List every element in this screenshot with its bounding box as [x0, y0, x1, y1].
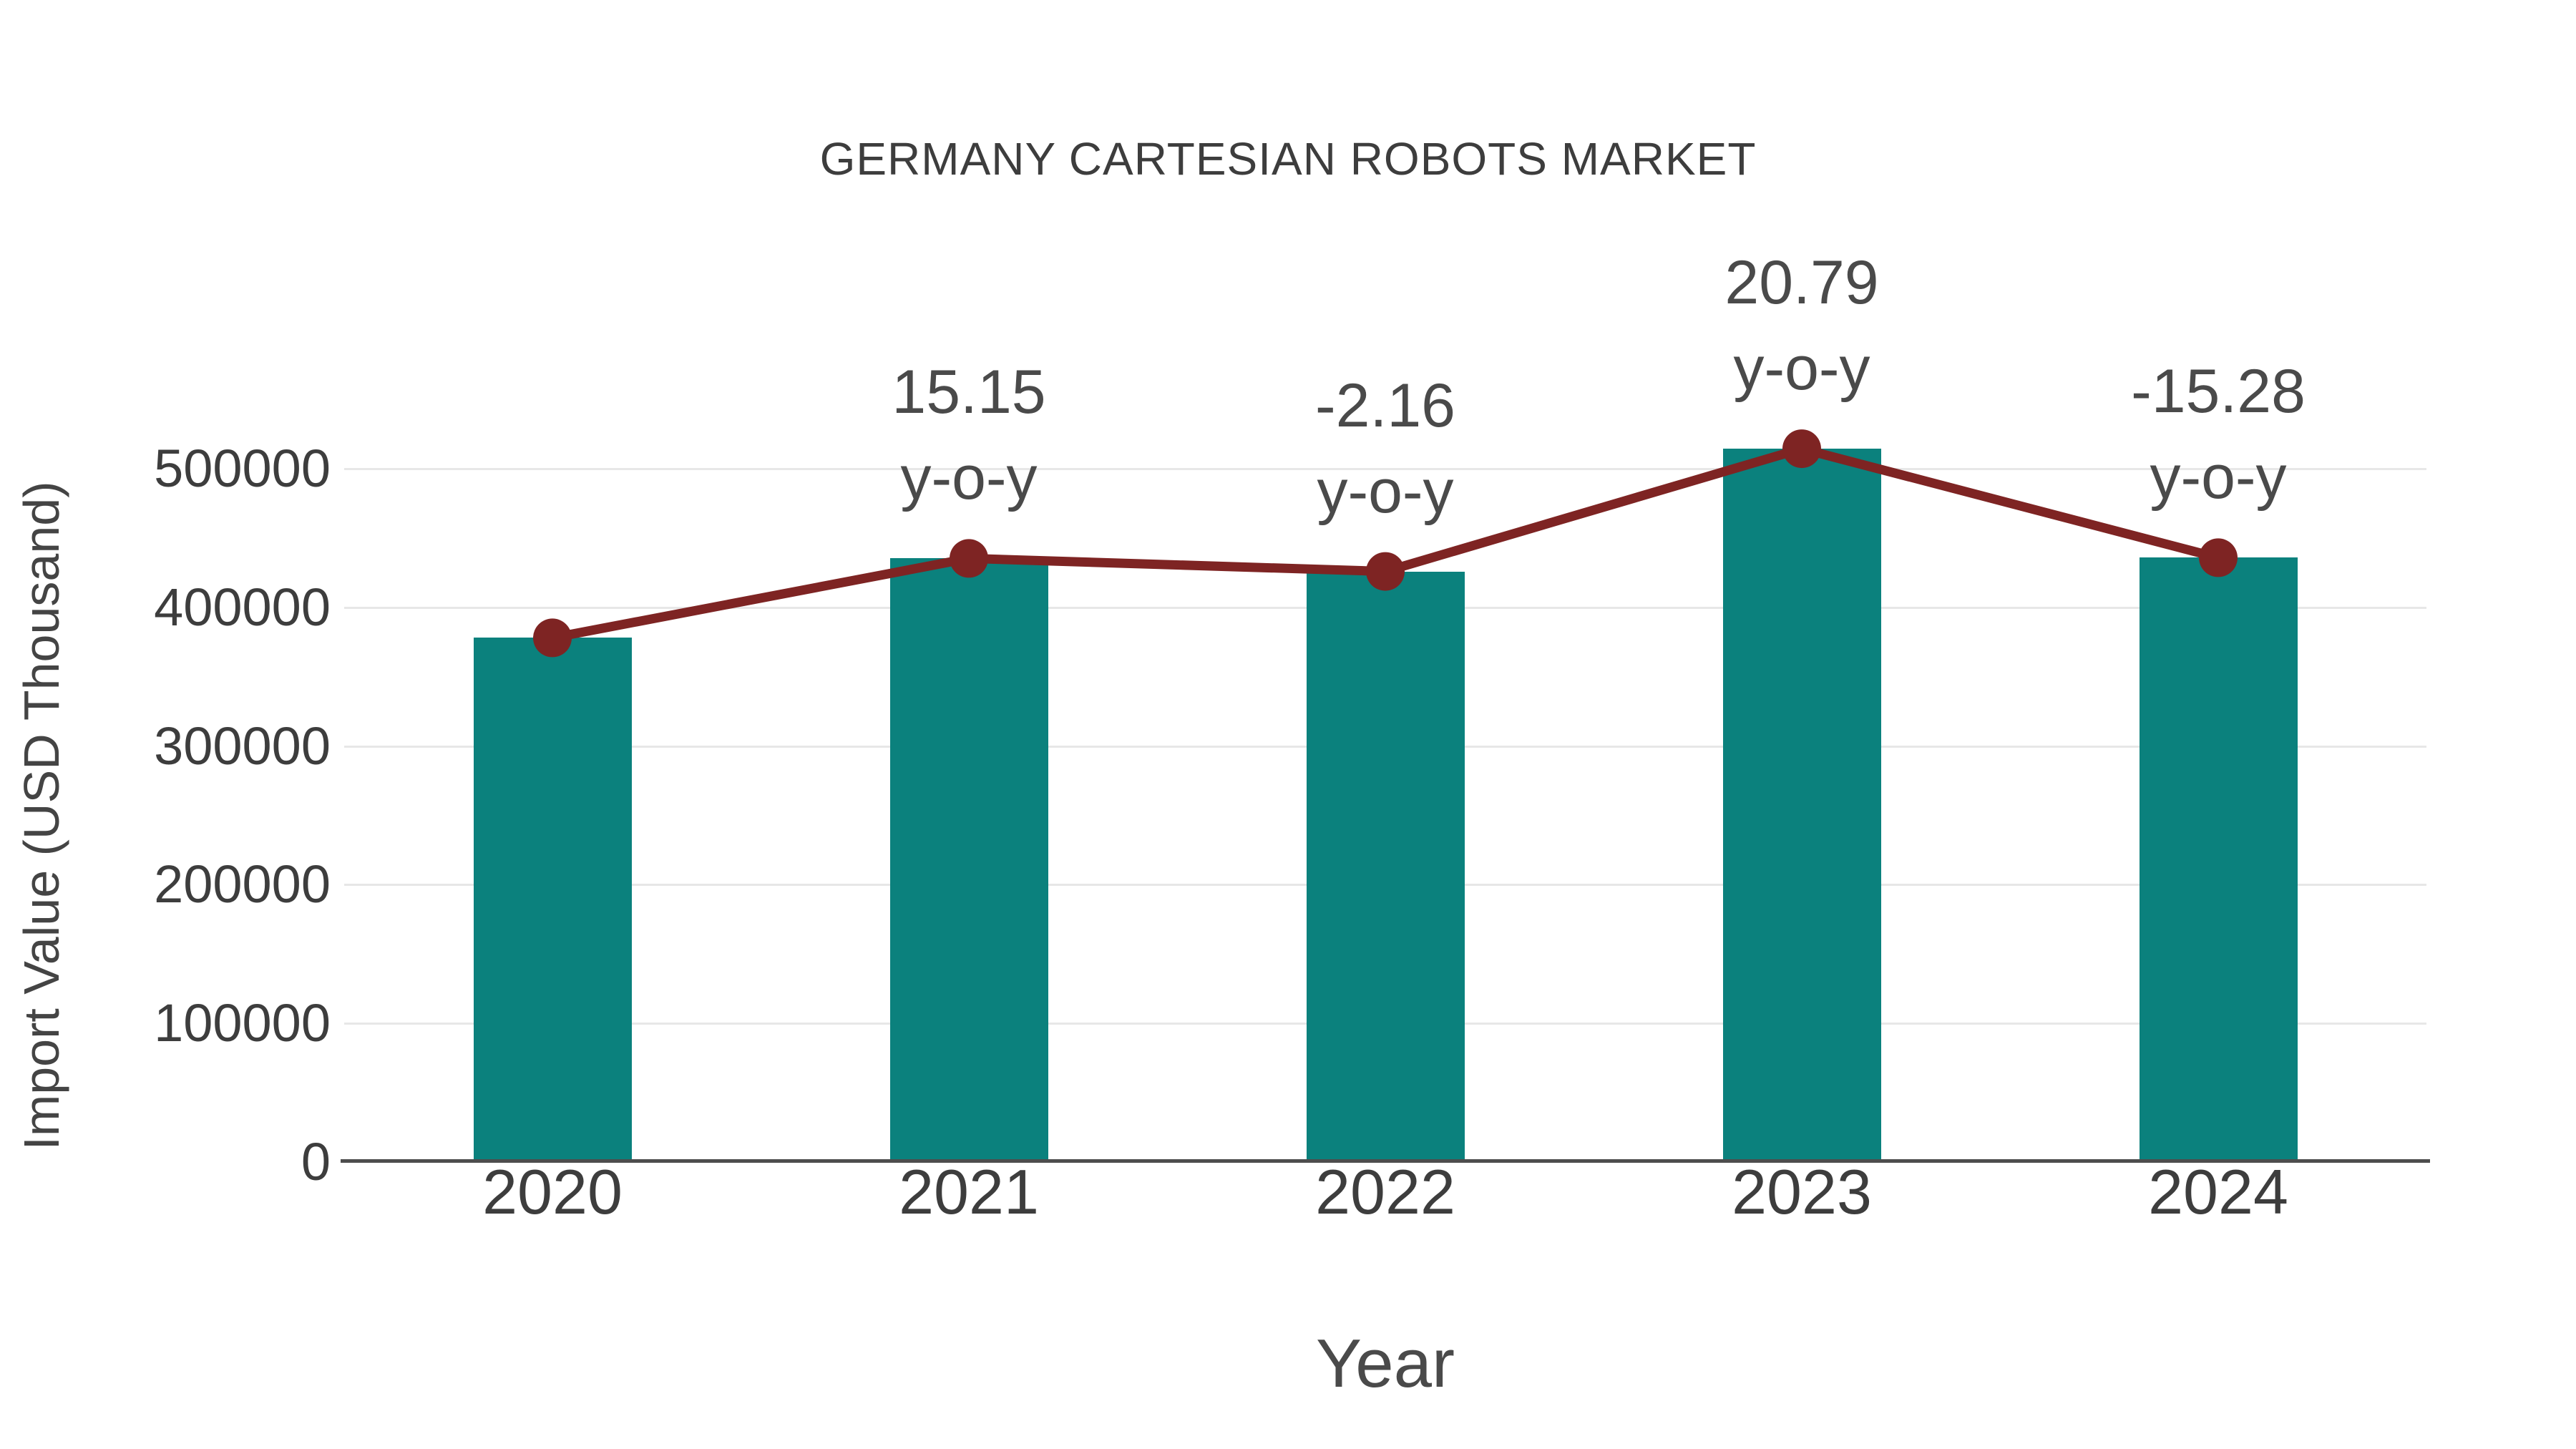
y-tick-label-0: 0 [301, 1132, 331, 1191]
annotation-value: 15.15 [892, 358, 1046, 427]
bar-2022[interactable] [1306, 571, 1465, 1162]
annotation-2022: -2.16 y-o-y [1315, 363, 1455, 535]
y-tick-label-200000: 200000 [154, 854, 331, 914]
line-marker-2022[interactable] [1366, 552, 1405, 591]
x-tick-label-2020: 2020 [482, 1156, 623, 1227]
line-marker-2020[interactable] [533, 618, 572, 658]
x-tick-label-2021: 2021 [899, 1156, 1039, 1227]
line-marker-2023[interactable] [1782, 429, 1821, 469]
y-tick-label-500000: 500000 [154, 439, 331, 498]
x-tick-label-2023: 2023 [1732, 1156, 1872, 1227]
bar-2021[interactable] [889, 558, 1048, 1162]
y-tick-label-300000: 300000 [154, 716, 331, 776]
line-series [533, 429, 2238, 658]
annotation-suffix: y-o-y [1317, 457, 1454, 526]
annotation-suffix: y-o-y [2150, 443, 2287, 512]
annotation-value: 20.79 [1724, 248, 1879, 318]
plot-area: 15.15 y-o-y -2.16 y-o-y 20.79 y-o-y -15.28 y-o-… [344, 248, 2426, 1162]
chart-title: GERMANY CARTESIAN ROBOTS MARKET [819, 133, 1757, 185]
x-tick-label-2024: 2024 [2148, 1156, 2288, 1227]
bar-2023[interactable] [1722, 449, 1881, 1162]
annotation-2021: 15.15 y-o-y [892, 349, 1045, 521]
line-marker-2021[interactable] [950, 539, 988, 578]
gridline-500000 [344, 468, 2426, 470]
bar-2020[interactable] [473, 638, 632, 1162]
x-axis-line [341, 1159, 2430, 1163]
annotation-2023: 20.79 y-o-y [1724, 240, 1878, 411]
x-axis-title: Year [1316, 1325, 1455, 1402]
line-marker-2024[interactable] [2199, 538, 2238, 577]
bar-2024[interactable] [2139, 557, 2298, 1162]
annotation-value: -2.16 [1314, 371, 1456, 440]
annotation-value: -15.28 [2131, 357, 2306, 426]
y-tick-label-400000: 400000 [154, 577, 331, 637]
annotation-2024: -15.28 y-o-y [2131, 348, 2306, 520]
x-tick-label-2022: 2022 [1315, 1156, 1455, 1227]
annotation-suffix: y-o-y [900, 444, 1038, 513]
annotation-suffix: y-o-y [1733, 334, 1870, 404]
y-tick-label-100000: 100000 [154, 993, 331, 1053]
